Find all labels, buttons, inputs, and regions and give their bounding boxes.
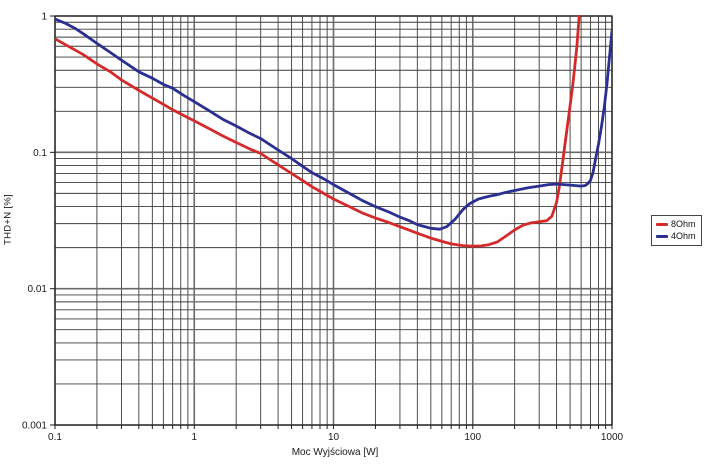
x-tick-label: 0.1 <box>48 432 62 443</box>
axis-tick-marks <box>50 15 613 429</box>
y-tick-label: 0.01 <box>28 284 48 295</box>
legend-entry-4ohm: 4Ohm <box>656 232 696 241</box>
x-axis-title: Moc Wyjściowa [W] <box>291 447 379 458</box>
legend-entry-8ohm: 8Ohm <box>656 220 696 229</box>
axis-tick-labels: 0.1 1 10 100 1000 1 0.1 0.01 0.001 <box>22 12 624 444</box>
legend: 8Ohm 4Ohm <box>651 215 702 246</box>
legend-label-8ohm: 8Ohm <box>671 219 696 229</box>
legend-swatch-4ohm <box>656 235 668 238</box>
y-tick-label: 1 <box>41 12 47 23</box>
data-curves <box>55 15 612 248</box>
y-tick-label: 0.001 <box>22 421 47 432</box>
x-tick-label: 1000 <box>601 432 624 443</box>
y-axis-title: THD+N [%] <box>2 194 14 245</box>
series-8ohm-curve <box>55 15 581 248</box>
legend-swatch-8ohm <box>656 223 668 226</box>
x-tick-label: 1 <box>191 432 197 443</box>
x-tick-label: 100 <box>464 432 481 443</box>
y-tick-label: 0.1 <box>33 148 47 159</box>
series-4ohm-curve <box>55 17 612 231</box>
x-tick-label: 10 <box>328 432 340 443</box>
plot-border <box>54 15 613 426</box>
legend-label-4ohm: 4Ohm <box>671 231 696 241</box>
